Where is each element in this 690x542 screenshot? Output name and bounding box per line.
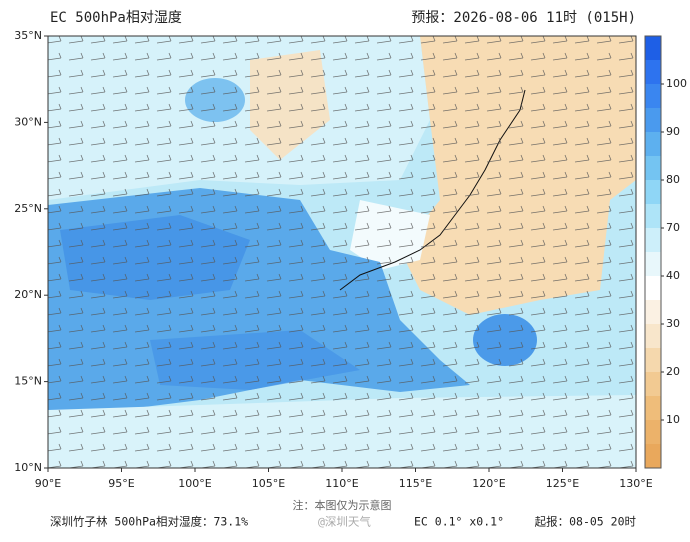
- colorbar-swatch: [645, 84, 661, 108]
- colorbar-label: 80: [666, 173, 680, 186]
- colorbar-swatch: [645, 396, 661, 420]
- colorbar-label: 10: [666, 413, 680, 426]
- colorbar-swatch: [645, 204, 661, 228]
- colorbar-swatch: [645, 444, 661, 468]
- init-time: 起报：08-05 20时: [535, 515, 637, 529]
- colorbar-swatch: [645, 132, 661, 156]
- colorbar-swatch: [645, 420, 661, 444]
- lon-label: 105°E: [252, 477, 285, 490]
- lon-label: 125°E: [546, 477, 579, 490]
- colorbar-label: 40: [666, 269, 680, 282]
- colorbar-label: 20: [666, 365, 680, 378]
- lat-label: 30°N: [14, 115, 42, 128]
- colorbar-swatch: [645, 228, 661, 252]
- lon-label: 115°E: [399, 477, 432, 490]
- note: 注：本图仅为示意图: [293, 498, 392, 512]
- resolution: EC 0.1° x0.1°: [414, 515, 504, 529]
- lat-label: 35°N: [14, 29, 42, 42]
- lon-label: 130°E: [619, 477, 652, 490]
- colorbar-swatch: [645, 276, 661, 300]
- colorbar-swatch: [645, 300, 661, 324]
- colorbar-swatch: [645, 36, 661, 60]
- station-value: 深圳竹子林 500hPa相对湿度：73.1%: [50, 515, 248, 529]
- lon-label: 90°E: [35, 477, 61, 490]
- colorbar-label: 100: [666, 77, 687, 90]
- colorbar-swatch: [645, 372, 661, 396]
- colorbar-label: 90: [666, 125, 680, 138]
- lat-label: 15°N: [14, 375, 42, 388]
- forecast-time: 预报：2026-08-06 11时 (015H): [411, 10, 636, 26]
- colorbar-swatch: [645, 324, 661, 348]
- colorbar-label: 70: [666, 221, 680, 234]
- title: EC 500hPa相对湿度: [50, 10, 182, 26]
- colorbar-swatch: [645, 156, 661, 180]
- colorbar-swatch: [645, 60, 661, 84]
- colorbar-label: 30: [666, 317, 680, 330]
- lon-label: 100°E: [178, 477, 211, 490]
- lat-label: 10°N: [14, 461, 42, 474]
- watermark: @深圳天气: [318, 515, 371, 529]
- colorbar-swatch: [645, 180, 661, 204]
- lon-label: 120°E: [472, 477, 505, 490]
- map-area: [48, 36, 636, 468]
- colorbar-swatch: [645, 348, 661, 372]
- lon-label: 110°E: [325, 477, 358, 490]
- lat-label: 25°N: [14, 202, 42, 215]
- colorbar-frame: [644, 35, 662, 469]
- colorbar-swatch: [645, 252, 661, 276]
- colorbar-swatch: [645, 108, 661, 132]
- lat-label: 20°N: [14, 288, 42, 301]
- lon-label: 95°E: [108, 477, 134, 490]
